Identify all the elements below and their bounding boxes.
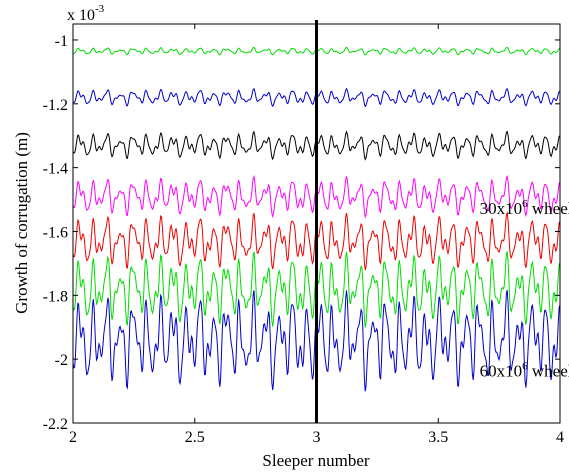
x-axis-label: Sleeper number xyxy=(262,451,369,470)
y-axis-label: Growth of corrugation (m) xyxy=(12,132,31,314)
ticks-layer: 2 2.5 3 3.5 4 -1 -1.2 -1.4 -1.6 -1.8 -2 -2.2 xyxy=(43,24,564,446)
y-tick-label: -1.8 xyxy=(43,288,68,305)
x-tick-label: 2.5 xyxy=(185,429,205,446)
x-tick-label: 4 xyxy=(556,429,564,446)
x-tick-label: 3 xyxy=(313,429,321,446)
y-tick-label: -2 xyxy=(55,352,68,369)
y-tick-label: -1.2 xyxy=(43,97,68,114)
x-tick-label: 3.5 xyxy=(428,429,448,446)
x-tick-label: 2 xyxy=(69,429,77,446)
scale-exponent: -3 xyxy=(95,3,105,15)
annotation-label: 30x106 wheel passes xyxy=(480,198,569,218)
y-tick-label: -2.2 xyxy=(43,416,68,433)
annotation-label: 60x106 wheel passes xyxy=(480,361,569,381)
y-tick-label: -1.6 xyxy=(43,224,68,241)
scale-multiplier: x 10-3 xyxy=(67,3,105,24)
y-tick-label: -1 xyxy=(55,33,68,50)
annotation-layer: 30x106 wheel passes 60x106 wheel passes xyxy=(480,198,569,381)
y-tick-label: -1.4 xyxy=(43,161,68,178)
